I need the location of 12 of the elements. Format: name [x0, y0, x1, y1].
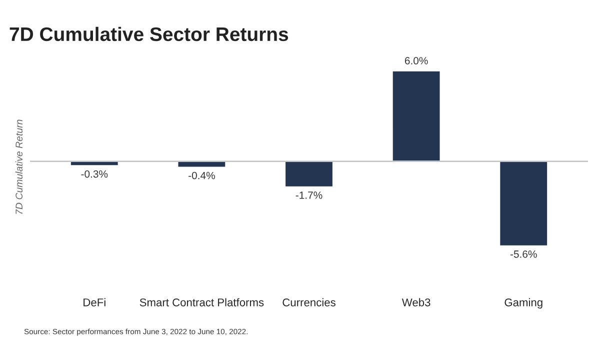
x-tick-label: DeFi: [84, 298, 106, 306]
chart-title: 7D Cumulative Sector Returns: [10, 26, 288, 42]
data-label: -5.6%: [510, 250, 537, 258]
x-tick-label: Gaming: [504, 298, 542, 309]
x-tick-label: Smart Contract Platforms: [140, 298, 264, 306]
x-tick-label: Web3: [402, 298, 430, 306]
y-axis-title: 7D Cumulative Return: [15, 120, 23, 214]
data-label: 6.0%: [404, 57, 428, 64]
data-label: -0.3%: [81, 170, 108, 178]
data-label: -1.7%: [296, 192, 322, 199]
data-label: -0.4%: [188, 172, 215, 180]
x-tick-label: Currencies: [282, 298, 336, 306]
